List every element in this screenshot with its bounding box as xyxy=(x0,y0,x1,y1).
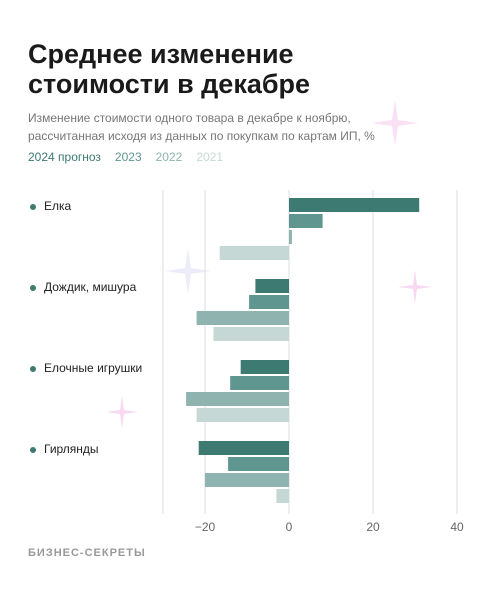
bar xyxy=(289,230,292,244)
footer: БИЗНЕС-СЕКРЕТЫ xyxy=(28,547,146,559)
bar xyxy=(240,360,289,374)
legend-entry: 2022 xyxy=(156,150,183,164)
x-tick-label: −20 xyxy=(195,520,216,534)
category-label: Гирлянды xyxy=(44,442,99,456)
category-icon xyxy=(30,285,36,291)
category-label: Елка xyxy=(44,199,72,213)
bar xyxy=(196,408,289,422)
bar xyxy=(249,295,289,309)
category-icon xyxy=(30,447,36,453)
legend-entry: 2024 прогноз xyxy=(28,150,101,164)
bar xyxy=(186,392,289,406)
x-tick-label: 0 xyxy=(286,520,293,534)
bar xyxy=(205,473,289,487)
legend-entry: 2023 xyxy=(115,150,142,164)
category-label: Елочные игрушки xyxy=(44,361,142,375)
legend-entry: 2021 xyxy=(196,150,223,164)
bar xyxy=(230,376,289,390)
subtitle-line: рассчитанная исходя из данных по покупка… xyxy=(28,129,375,143)
category-icon xyxy=(30,204,36,210)
bar xyxy=(213,327,289,341)
x-tick-label: 40 xyxy=(450,520,464,534)
bar xyxy=(289,214,323,228)
subtitle-line: Изменение стоимости одного товара в дека… xyxy=(28,111,351,125)
bar xyxy=(289,198,420,212)
bar xyxy=(255,279,289,293)
category-icon xyxy=(30,366,36,372)
bar xyxy=(219,246,289,260)
category-label: Дождик, мишура xyxy=(44,280,137,294)
decoration xyxy=(106,100,432,428)
x-tick-label: 20 xyxy=(366,520,380,534)
bar xyxy=(198,441,289,455)
bar xyxy=(196,311,289,325)
title-line: стоимости в декабре xyxy=(28,69,310,99)
bar xyxy=(276,489,289,503)
title-line: Среднее изменение xyxy=(28,39,294,69)
bar xyxy=(228,457,289,471)
